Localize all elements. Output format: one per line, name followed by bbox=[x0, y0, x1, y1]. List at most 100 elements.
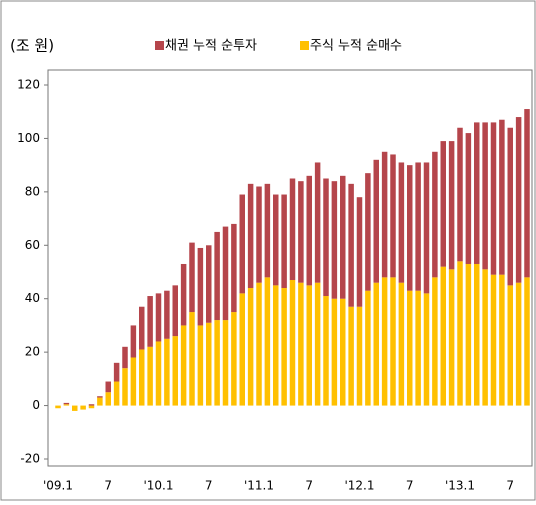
y-tick-label: 100 bbox=[17, 131, 40, 145]
bar-segment bbox=[247, 183, 254, 289]
bar-segment bbox=[448, 141, 455, 270]
bar-segment bbox=[432, 277, 438, 406]
bar-segment bbox=[172, 336, 178, 406]
bar-segment bbox=[524, 277, 530, 406]
x-tick-label: 7 bbox=[104, 479, 112, 493]
bar-segment bbox=[373, 159, 379, 283]
bar-segment bbox=[340, 175, 346, 299]
bar-segment bbox=[172, 285, 178, 337]
x-tick-label: 7 bbox=[305, 479, 313, 493]
bar-segment bbox=[214, 320, 220, 406]
bar-segment bbox=[273, 194, 279, 286]
y-tick-label: 120 bbox=[17, 78, 40, 92]
bar-segment bbox=[432, 151, 438, 278]
bar-segment bbox=[390, 277, 396, 406]
bar-segment bbox=[214, 231, 220, 321]
bar-segment bbox=[415, 162, 421, 291]
bar-segment bbox=[256, 282, 262, 406]
bar-segment bbox=[281, 288, 287, 406]
bar-segment bbox=[180, 263, 187, 326]
y-tick-label: 40 bbox=[25, 291, 40, 305]
bar-segment bbox=[457, 261, 463, 406]
x-tick-label: '12.1 bbox=[344, 479, 374, 493]
bar-segment bbox=[105, 381, 111, 393]
bar-segment bbox=[482, 269, 488, 406]
bar-segment bbox=[273, 285, 279, 406]
bar-segment bbox=[415, 290, 421, 406]
y-tick-label: 60 bbox=[25, 238, 40, 252]
bar-segment bbox=[147, 296, 153, 347]
unit-label: (조 원) bbox=[10, 37, 54, 55]
bar-segment bbox=[289, 178, 296, 281]
bar-segment bbox=[340, 298, 346, 406]
bar-segment bbox=[423, 162, 430, 294]
bar-segment bbox=[122, 368, 128, 406]
bar-segment bbox=[139, 306, 145, 350]
legend-swatch bbox=[300, 41, 309, 50]
bar-segment bbox=[88, 404, 95, 406]
bar-segment bbox=[247, 288, 254, 406]
bar-segment bbox=[507, 127, 513, 286]
bar-segment bbox=[365, 173, 371, 291]
x-tick-label: '10.1 bbox=[143, 479, 173, 493]
bar-segment bbox=[155, 293, 162, 342]
bar-segment bbox=[97, 397, 103, 406]
bar-segment bbox=[222, 226, 229, 321]
bar-segment bbox=[281, 194, 287, 289]
bar-segment bbox=[499, 274, 505, 406]
bar-segment bbox=[323, 296, 329, 406]
legend-label: 채권 누적 순투자 bbox=[165, 39, 257, 54]
bar-segment bbox=[97, 396, 103, 398]
y-tick-label: 0 bbox=[32, 398, 40, 412]
legend-swatch bbox=[155, 41, 164, 50]
bar-segment bbox=[507, 285, 513, 406]
bar-segment bbox=[306, 175, 312, 286]
bar-segment bbox=[490, 274, 497, 406]
bar-segment bbox=[231, 223, 237, 313]
bar-segment bbox=[381, 151, 388, 278]
bar-segment bbox=[164, 290, 170, 339]
bar-segment bbox=[474, 263, 480, 406]
bar-segment bbox=[515, 117, 522, 283]
bar-segment bbox=[381, 277, 388, 406]
bar-segment bbox=[314, 162, 321, 283]
x-tick-label: '13.1 bbox=[445, 479, 475, 493]
bar-segment bbox=[164, 338, 170, 406]
bar-segment bbox=[222, 320, 229, 406]
bar-segment bbox=[398, 282, 405, 406]
bar-segment bbox=[197, 247, 204, 326]
bar-segment bbox=[130, 357, 137, 406]
bar-segment bbox=[189, 242, 195, 313]
y-tick-label: 80 bbox=[25, 184, 40, 198]
bar-segment bbox=[239, 293, 245, 406]
bar-segment bbox=[348, 183, 354, 307]
legend-label: 주식 누적 순매수 bbox=[310, 39, 402, 54]
x-tick-label: 7 bbox=[205, 479, 213, 493]
bar-segment bbox=[356, 197, 363, 307]
bar-segment bbox=[88, 405, 95, 409]
bar-segment bbox=[197, 325, 204, 406]
bar-segment bbox=[515, 282, 522, 406]
bar-segment bbox=[482, 122, 488, 270]
bar-segment bbox=[440, 266, 446, 406]
bar-segment bbox=[55, 405, 61, 409]
bar-segment bbox=[239, 194, 245, 294]
bar-segment bbox=[256, 186, 262, 283]
bar-segment bbox=[348, 306, 354, 406]
bar-segment bbox=[356, 306, 363, 406]
bar-segment bbox=[390, 154, 396, 278]
bar-segment bbox=[448, 269, 455, 406]
bar-segment bbox=[72, 405, 78, 411]
bar-segment bbox=[139, 349, 145, 406]
bar-segment bbox=[407, 290, 413, 406]
bar-segment bbox=[189, 312, 195, 406]
bar-segment bbox=[474, 122, 480, 264]
bar-segment bbox=[499, 119, 505, 275]
bar-segment bbox=[130, 325, 137, 358]
bar-segment bbox=[298, 181, 304, 283]
bar-segment bbox=[490, 122, 497, 275]
bar-segment bbox=[440, 141, 446, 267]
y-tick-label: -20 bbox=[20, 452, 40, 466]
bar-segment bbox=[113, 362, 120, 382]
